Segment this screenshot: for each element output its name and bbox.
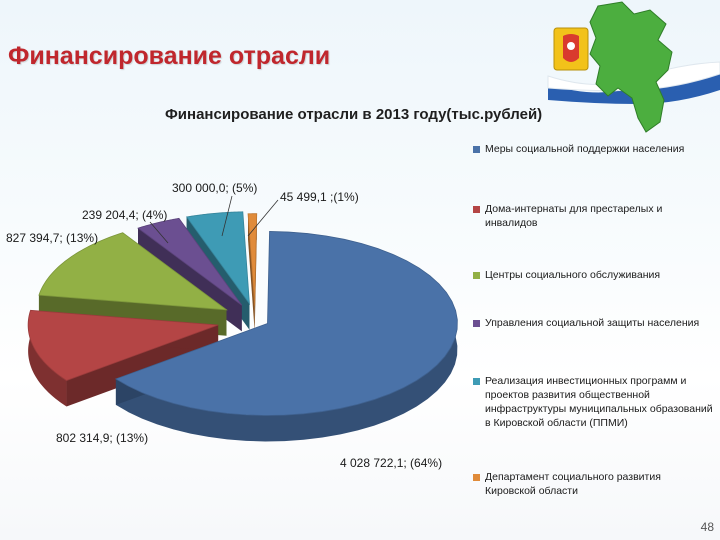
leader-line-3 (149, 221, 169, 244)
legend-label: Реализация инвестиционных программ и про… (485, 375, 713, 429)
legend-item-4: Управления социальной защиты населения (473, 316, 713, 330)
pie-slice-1 (114, 231, 458, 442)
kirov-region-logo (547, 1, 720, 133)
legend-item-5: Реализация инвестиционных программ и про… (473, 374, 713, 430)
page-title: Финансирование отрасли (8, 42, 331, 70)
legend-swatch (473, 206, 480, 213)
legend-swatch (473, 272, 480, 279)
data-label-3: 827 394,7; (13%) (6, 231, 99, 245)
legend-item-1: Меры социальной поддержки населения (473, 142, 713, 156)
data-label-1: 4 028 722,1; (64%) (340, 456, 443, 470)
legend-label: Дома-интернаты для престарелых и инвалид… (485, 203, 663, 229)
leader-line-5 (247, 199, 279, 237)
legend-swatch (473, 378, 480, 385)
chart-legend: Меры социальной поддержки населения Дома-… (473, 142, 713, 498)
leader-line-4 (221, 195, 233, 237)
data-label-2: 802 314,9; (13%) (56, 431, 149, 445)
legend-item-6: Департамент социального развития Кировск… (473, 470, 713, 498)
legend-label: Департамент социального развития Кировск… (485, 471, 661, 497)
legend-label: Центры социального обслуживания (485, 269, 661, 281)
chart-title: Финансирование отрасли в 2013 году(тыс.р… (165, 106, 543, 123)
legend-item-2: Дома-интернаты для престарелых и инвалид… (473, 202, 713, 230)
pie-slice-6 (247, 213, 258, 332)
legend-swatch (473, 146, 480, 153)
data-label-6: 45 499,1 ;(1%) (280, 190, 359, 204)
legend-label: Меры социальной поддержки населения (485, 143, 685, 155)
legend-swatch (473, 474, 480, 481)
data-label-5: 300 000,0; (5%) (172, 181, 258, 195)
page-number: 48 (700, 520, 714, 534)
pie-slice-2 (27, 309, 219, 407)
legend-swatch (473, 320, 480, 327)
legend-label: Управления социальной защиты населения (485, 317, 700, 329)
legend-item-3: Центры социального обслуживания (473, 268, 713, 282)
data-label-4: 239 204,4; (4%) (82, 208, 168, 222)
